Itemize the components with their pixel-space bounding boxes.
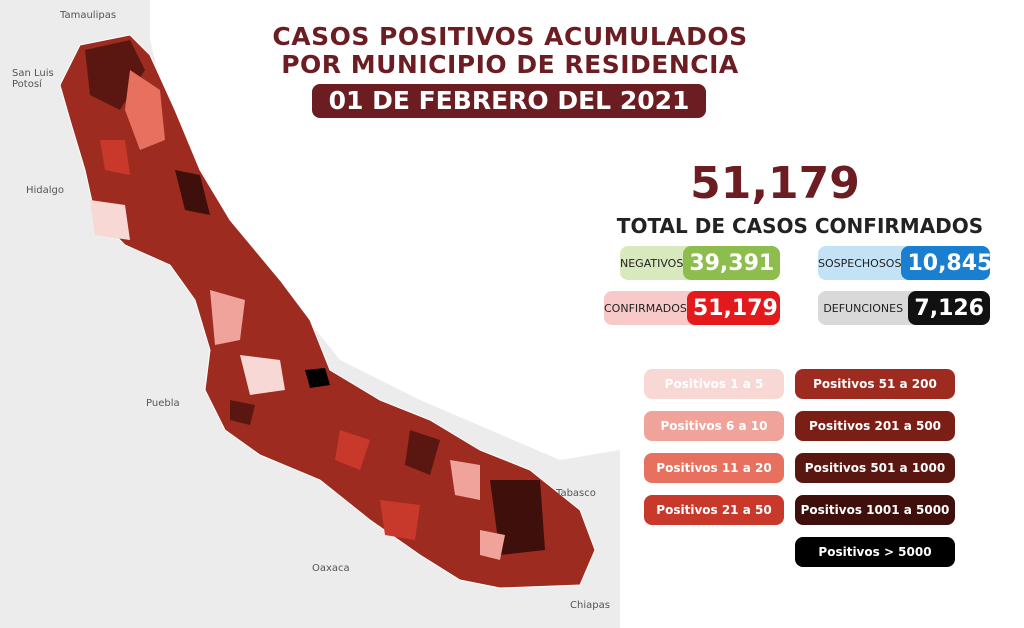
region — [230, 400, 255, 425]
map-label: Tamaulipas — [60, 10, 117, 21]
legend-item: Positivos 51 a 200 — [795, 369, 955, 399]
legend-item: Positivos 201 a 500 — [795, 411, 955, 441]
stat-value: 51,179 — [686, 291, 780, 325]
map-label: Puebla — [146, 398, 180, 409]
region — [305, 368, 330, 388]
stat-value: 10,845 — [901, 246, 990, 280]
region — [175, 170, 210, 215]
map-label: San Luis Potosí — [12, 68, 54, 90]
region — [450, 460, 480, 500]
stat-pill: SOSPECHOSOS 10,845 — [818, 246, 990, 280]
legend-item: Positivos 1 a 5 — [644, 369, 784, 399]
legend-item: Positivos > 5000 — [795, 537, 955, 567]
total-value: 51,179 — [690, 158, 860, 209]
legend-item: Positivos 6 a 10 — [644, 411, 784, 441]
region — [380, 500, 420, 540]
region — [480, 530, 505, 560]
stat-label: NEGATIVOS — [620, 256, 684, 270]
map-label: Tabasco — [556, 488, 596, 499]
region — [240, 355, 285, 395]
legend-item: Positivos 11 a 20 — [644, 453, 784, 483]
stat-pill: DEFUNCIONES 7,126 — [818, 291, 990, 325]
map-label: Chiapas — [570, 600, 610, 611]
region — [100, 140, 130, 175]
stat-pill: NEGATIVOS 39,391 — [620, 246, 780, 280]
region — [90, 200, 130, 240]
title: POR MUNICIPIO DE RESIDENCIA — [281, 50, 739, 79]
region — [125, 70, 165, 150]
stat-value: 39,391 — [683, 246, 780, 280]
total-label: TOTAL DE CASOS CONFIRMADOS — [616, 214, 984, 238]
title: CASOS POSITIVOS ACUMULADOS — [272, 22, 748, 51]
region — [405, 430, 440, 475]
legend-item: Positivos 501 a 1000 — [795, 453, 955, 483]
veracruz-outline — [59, 34, 596, 589]
stat-label: CONFIRMADOS — [604, 301, 687, 315]
region — [210, 290, 245, 345]
map-label: Oaxaca — [312, 563, 350, 574]
stat-pill: CONFIRMADOS 51,179 — [604, 291, 780, 325]
stat-label: DEFUNCIONES — [823, 301, 904, 315]
region — [335, 430, 370, 470]
stat-value: 7,126 — [908, 291, 990, 325]
map-label: Hidalgo — [26, 185, 65, 196]
stat-label: SOSPECHOSOS — [818, 256, 902, 270]
legend-item: Positivos 1001 a 5000 — [795, 495, 955, 525]
date-banner: 01 DE FEBRERO DEL 2021 — [312, 84, 706, 118]
legend-item: Positivos 21 a 50 — [644, 495, 784, 525]
